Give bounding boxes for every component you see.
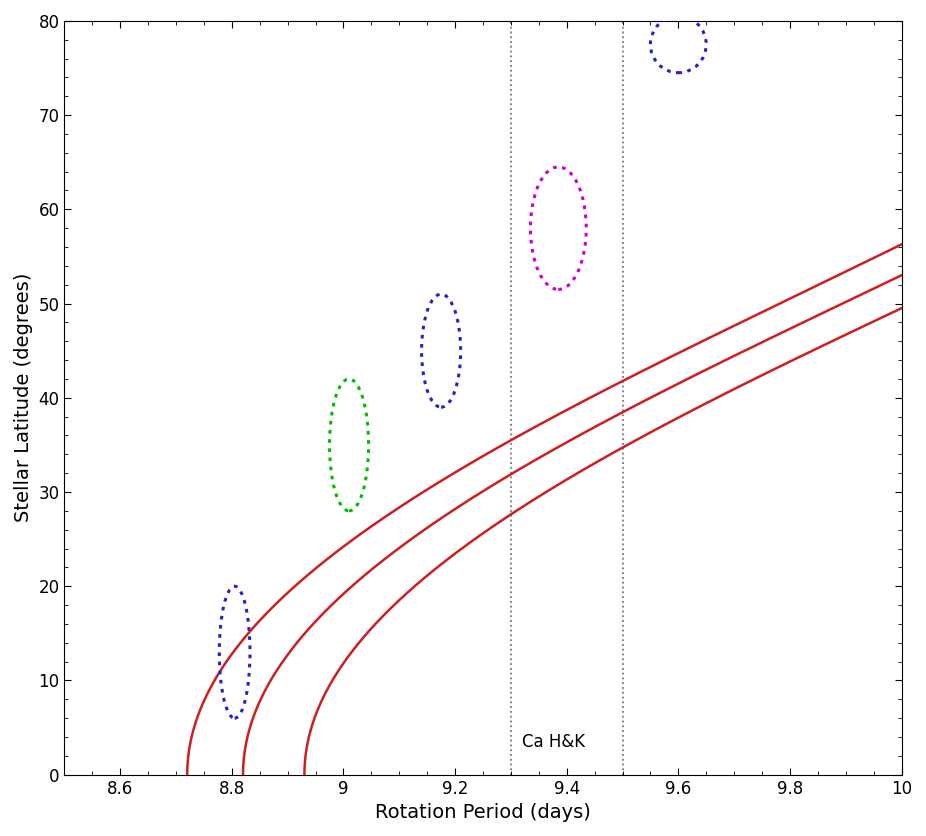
X-axis label: Rotation Period (days): Rotation Period (days)	[375, 803, 591, 822]
Y-axis label: Stellar Latitude (degrees): Stellar Latitude (degrees)	[14, 273, 33, 522]
Text: Ca H&K: Ca H&K	[522, 733, 585, 751]
